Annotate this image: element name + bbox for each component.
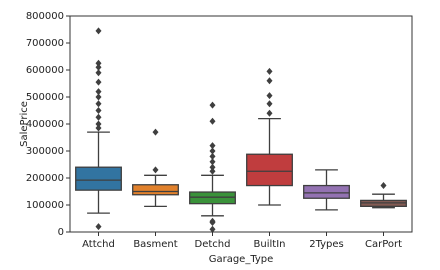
outlier: [95, 27, 102, 35]
outlier: [209, 163, 216, 171]
x-tick-label: BuiltIn: [254, 239, 286, 250]
y-tick-label: 100000: [26, 200, 64, 211]
outlier: [95, 93, 102, 101]
outlier: [266, 100, 273, 108]
outlier: [209, 117, 216, 125]
y-axis-label: SalePrice: [19, 101, 30, 147]
y-tick-label: 800000: [26, 11, 64, 22]
box: [303, 184, 350, 199]
outlier: [95, 100, 102, 108]
box: [75, 166, 122, 191]
outlier: [95, 69, 102, 77]
outlier: [95, 63, 102, 71]
outlier: [266, 77, 273, 85]
outlier: [209, 225, 216, 233]
y-tick-label: 600000: [26, 65, 64, 76]
outlier: [380, 182, 387, 190]
outlier: [209, 147, 216, 155]
outlier: [266, 92, 273, 100]
x-tick-label: CarPort: [365, 239, 402, 250]
outlier: [95, 113, 102, 121]
outlier: [266, 109, 273, 117]
x-tick-label: 2Types: [309, 239, 344, 250]
x-tick-label: Detchd: [195, 239, 231, 250]
outlier: [95, 124, 102, 132]
x-axis-label: Garage_Type: [209, 254, 274, 265]
y-tick-label: 200000: [26, 173, 64, 184]
x-tick-label: Attchd: [82, 239, 115, 250]
outlier: [266, 67, 273, 75]
outlier: [95, 107, 102, 114]
outlier: [209, 167, 216, 175]
outlier: [95, 88, 102, 96]
outlier: [95, 120, 102, 128]
y-tick-label: 700000: [26, 38, 64, 49]
outlier: [152, 128, 159, 136]
plot-frame: [69, 15, 413, 233]
outlier: [209, 142, 216, 150]
y-tick-label: 0: [58, 227, 64, 238]
outlier: [209, 158, 216, 166]
outlier: [95, 223, 102, 231]
y-tick-label: 500000: [26, 92, 64, 103]
x-tick-label: Basment: [133, 239, 177, 250]
outlier: [95, 59, 102, 67]
box: [132, 184, 179, 196]
outlier: [209, 152, 216, 160]
y-tick-label: 400000: [26, 119, 64, 130]
outlier: [152, 166, 159, 174]
box: [246, 153, 293, 187]
outlier: [209, 219, 216, 227]
outlier: [95, 78, 102, 86]
y-tick-label: 300000: [26, 146, 64, 157]
outlier: [209, 101, 216, 109]
box: [189, 191, 236, 205]
